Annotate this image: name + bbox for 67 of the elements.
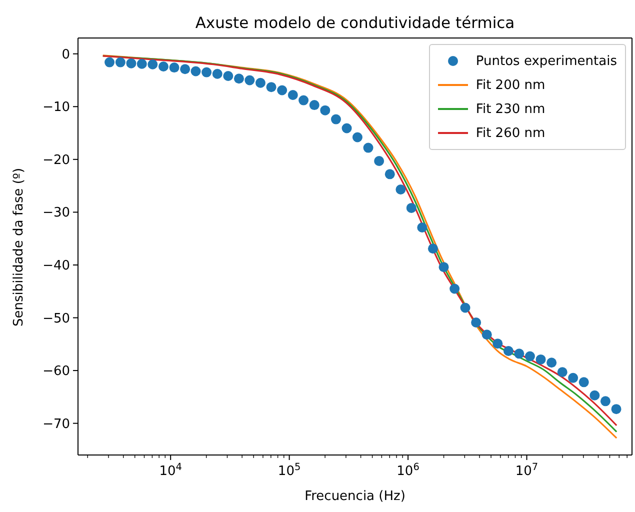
legend-label: Fit 260 nm xyxy=(476,126,546,140)
y-tick-label: −10 xyxy=(42,100,70,116)
point xyxy=(557,367,568,378)
point xyxy=(330,114,341,124)
point xyxy=(428,244,438,254)
point xyxy=(148,59,158,70)
point xyxy=(126,58,136,68)
point xyxy=(524,351,535,362)
legend-label: Fit 200 nm xyxy=(476,78,546,92)
point xyxy=(396,184,406,194)
point xyxy=(611,404,622,414)
x-tick-label: 10$^{6}$ xyxy=(396,462,420,479)
point xyxy=(158,62,168,72)
point xyxy=(266,82,276,92)
point xyxy=(190,66,201,76)
point xyxy=(234,74,244,84)
y-tick-label: −70 xyxy=(42,416,70,432)
point xyxy=(536,354,546,364)
point xyxy=(450,284,460,294)
point xyxy=(568,372,578,383)
point xyxy=(104,57,115,68)
point xyxy=(136,58,147,69)
point xyxy=(417,222,428,232)
y-tick-label: −20 xyxy=(42,152,70,168)
point xyxy=(202,67,212,78)
point xyxy=(406,202,416,213)
x-tick-label: 10$^{4}$ xyxy=(159,462,182,479)
point xyxy=(169,62,180,73)
point xyxy=(363,142,374,153)
point xyxy=(309,100,320,110)
point xyxy=(482,330,492,340)
point xyxy=(546,358,557,368)
point xyxy=(223,71,234,82)
point xyxy=(374,156,384,166)
point xyxy=(277,85,288,96)
point xyxy=(342,123,352,134)
point xyxy=(244,75,255,86)
point xyxy=(492,338,503,349)
legend-label: Puntos experimentais xyxy=(476,54,617,68)
point xyxy=(298,95,309,106)
point xyxy=(212,68,222,79)
y-tick-label: 0 xyxy=(62,47,70,62)
x-tick-label: 10$^{7}$ xyxy=(515,462,538,479)
x-axis-title: Frecuencia (Hz) xyxy=(304,489,406,504)
y-tick-label: −60 xyxy=(42,364,70,380)
chart-title: Axuste modelo de condutividade térmica xyxy=(194,14,516,32)
point xyxy=(438,262,449,272)
x-tick-label: 10$^{5}$ xyxy=(278,462,301,479)
point xyxy=(115,57,126,68)
point xyxy=(471,318,482,328)
point xyxy=(288,90,298,100)
y-tick-label: −30 xyxy=(42,206,70,221)
point xyxy=(352,132,362,142)
point xyxy=(255,78,266,88)
point xyxy=(600,396,610,406)
point xyxy=(590,390,600,400)
point xyxy=(384,169,395,180)
y-axis-title: Sensibilidade da fase (º) xyxy=(12,168,27,326)
y-tick-label: −40 xyxy=(42,258,70,274)
point xyxy=(180,64,190,74)
y-tick-label: −50 xyxy=(42,311,70,326)
point xyxy=(320,105,330,116)
point xyxy=(578,377,589,388)
legend-label: Fit 230 nm xyxy=(476,102,546,116)
point xyxy=(514,348,524,359)
point xyxy=(460,302,470,313)
point xyxy=(503,346,514,356)
